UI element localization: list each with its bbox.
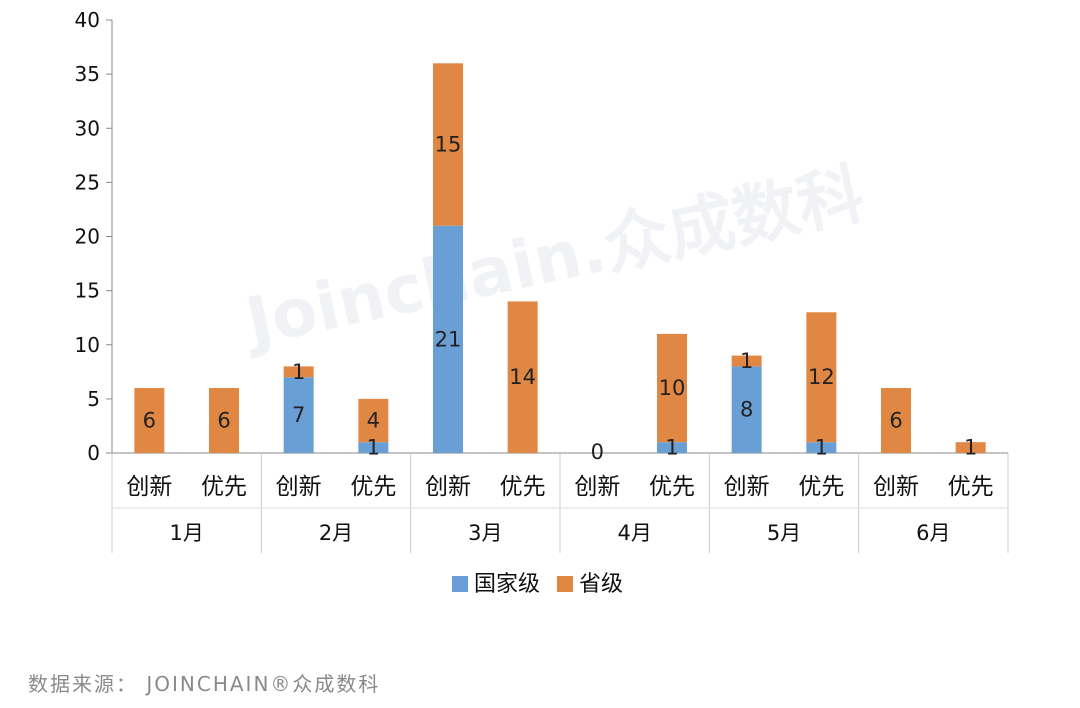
y-tick-label: 40 [75, 8, 100, 32]
bar-segment-provincial [358, 398, 389, 443]
x-category-label: 优先 [350, 474, 396, 500]
bar-segment-provincial [806, 312, 837, 443]
x-category-label: 优先 [500, 474, 546, 500]
bar-segment-provincial [955, 442, 986, 453]
y-tick-label: 35 [75, 62, 100, 86]
legend-label: 国家级 [474, 572, 540, 597]
data-label: 1 [292, 360, 305, 384]
y-tick-label: 15 [75, 279, 100, 303]
data-label: 12 [808, 365, 835, 389]
legend: 国家级 省级 [452, 572, 623, 597]
x-group-label: 1月 [169, 521, 203, 545]
source-note: 数据来源： JOINCHAIN®众成数科 [28, 672, 381, 696]
y-tick-label: 0 [87, 441, 100, 465]
x-group-label: 6月 [916, 521, 950, 545]
data-label: 15 [435, 132, 462, 156]
x-category-label: 创新 [724, 474, 770, 500]
legend-swatch-national [452, 576, 468, 592]
data-label: 6 [217, 409, 230, 433]
bar-segment-provincial [283, 366, 314, 378]
bar-segment-provincial [731, 355, 762, 367]
data-label: 10 [659, 376, 686, 400]
data-label: 6 [143, 409, 156, 433]
bar-segment-national [433, 225, 463, 453]
x-category-label: 优先 [798, 474, 844, 500]
bar-segment-national [358, 442, 389, 453]
x-category-label: 优先 [948, 474, 994, 500]
data-label: 4 [367, 409, 380, 433]
bar-segment-national [283, 377, 314, 453]
data-label: 14 [509, 365, 536, 389]
bar-segment-national [731, 366, 762, 453]
data-label: 0 [591, 440, 604, 464]
x-group-label: 5月 [767, 521, 801, 545]
bar-segment-provincial [657, 333, 687, 443]
legend-label: 省级 [579, 572, 623, 597]
data-label: 1 [964, 436, 977, 460]
data-label: 1 [367, 436, 380, 460]
x-category-label: 创新 [126, 474, 172, 500]
x-category-label: 优先 [649, 474, 695, 500]
y-tick-label: 5 [87, 387, 100, 411]
x-group-label: 3月 [468, 521, 502, 545]
x-category-label: 创新 [425, 474, 471, 500]
data-label: 8 [740, 398, 753, 422]
bar-segment-provincial [209, 388, 239, 453]
x-category-label: 优先 [201, 474, 247, 500]
x-category-label: 创新 [873, 474, 919, 500]
bar-segment-provincial [433, 63, 463, 226]
bar-segment-national [806, 442, 837, 453]
data-label: 1 [815, 436, 828, 460]
x-group-label: 2月 [319, 521, 353, 545]
x-category-label: 创新 [276, 474, 322, 500]
y-tick-label: 30 [75, 116, 100, 140]
y-tick-label: 10 [75, 333, 100, 357]
x-category-label: 创新 [574, 474, 620, 500]
x-group-label: 4月 [617, 521, 651, 545]
y-tick-label: 20 [75, 225, 100, 249]
data-label: 7 [292, 403, 305, 427]
legend-swatch-provincial [557, 576, 573, 592]
data-label: 1 [665, 436, 678, 460]
data-label: 1 [740, 349, 753, 373]
bar-segment-provincial [507, 301, 538, 453]
data-label: 6 [889, 409, 902, 433]
y-tick-label: 25 [75, 170, 100, 194]
bar-segment-provincial [134, 388, 165, 453]
data-label: 21 [435, 327, 462, 351]
x-axis-labels: 创新 优先 创新 优先 创新 优先 创新 优先 创新 优先 创新 优先 1月 2月 3月 4月 5月 6月 [111, 453, 1009, 553]
bars [134, 63, 986, 453]
watermark: Joinchain.众成数科 [236, 155, 871, 362]
bar-segment-national [657, 442, 687, 453]
bar-segment-provincial [881, 388, 911, 453]
